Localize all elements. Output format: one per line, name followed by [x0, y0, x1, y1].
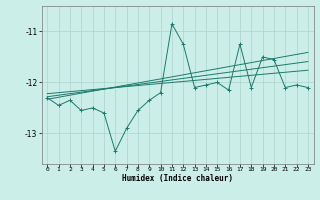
X-axis label: Humidex (Indice chaleur): Humidex (Indice chaleur) [122, 174, 233, 183]
